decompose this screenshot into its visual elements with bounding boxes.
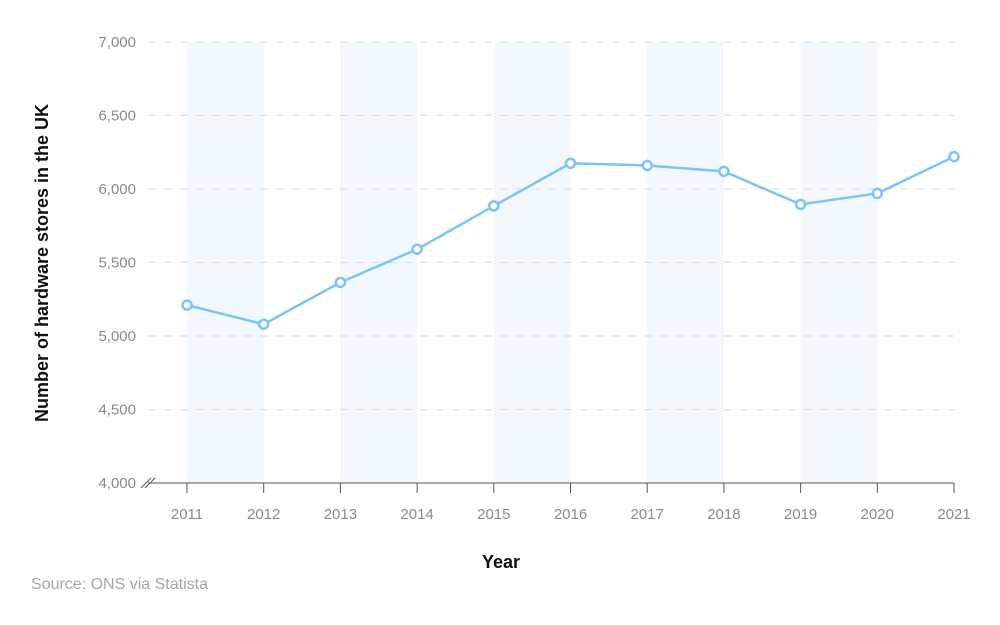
y-tick-label: 5,500 (98, 255, 136, 272)
data-series (181, 150, 960, 330)
data-point-marker[interactable] (948, 150, 960, 163)
data-point-marker[interactable] (257, 318, 270, 330)
y-tick-label: 4,000 (98, 475, 136, 492)
x-tick-label: 2018 (707, 506, 740, 523)
x-tick-label: 2015 (477, 506, 510, 523)
data-point-marker[interactable] (871, 187, 884, 200)
x-tick-label: 2021 (937, 506, 970, 523)
x-axis-title: Year (482, 552, 520, 572)
data-point-marker[interactable] (718, 165, 730, 178)
x-tick-label: 2013 (324, 506, 357, 523)
data-point-marker[interactable] (641, 159, 653, 172)
y-tick-label: 4,500 (98, 402, 136, 419)
data-point-marker[interactable] (181, 299, 193, 311)
y-tick-label: 5,000 (98, 328, 136, 345)
axis-break-icon (144, 477, 156, 489)
x-tick-label: 2016 (554, 506, 587, 523)
x-tick-label: 2017 (631, 506, 664, 523)
source-note: Source: ONS via Statista (31, 576, 208, 593)
data-point-marker[interactable] (334, 276, 347, 289)
data-point-marker[interactable] (488, 200, 500, 212)
gridlines (148, 41, 954, 410)
data-point-marker[interactable] (564, 157, 577, 170)
y-tick-label: 6,500 (98, 108, 136, 125)
x-tick-label: 2012 (247, 506, 280, 523)
x-axis: 2011 2012 2013 2014 2015 2016 2017 2018 2019 2020… (140, 477, 971, 523)
data-point-marker[interactable] (411, 243, 423, 256)
y-tick-label: 7,000 (98, 34, 136, 51)
y-axis-ticks: 4,000 4,500 5,000 5,500 6,000 6,500 7,000 (98, 34, 136, 492)
x-tick-label: 2011 (171, 506, 203, 523)
axis-break-icon (140, 477, 152, 489)
x-tick-label: 2019 (784, 506, 817, 523)
y-tick-label: 6,000 (98, 181, 136, 198)
x-tick-label: 2014 (400, 506, 433, 523)
x-tick-label: 2020 (861, 506, 894, 523)
y-axis-title: Number of hardware stores in the UK (32, 104, 52, 422)
data-point-marker[interactable] (794, 198, 807, 211)
